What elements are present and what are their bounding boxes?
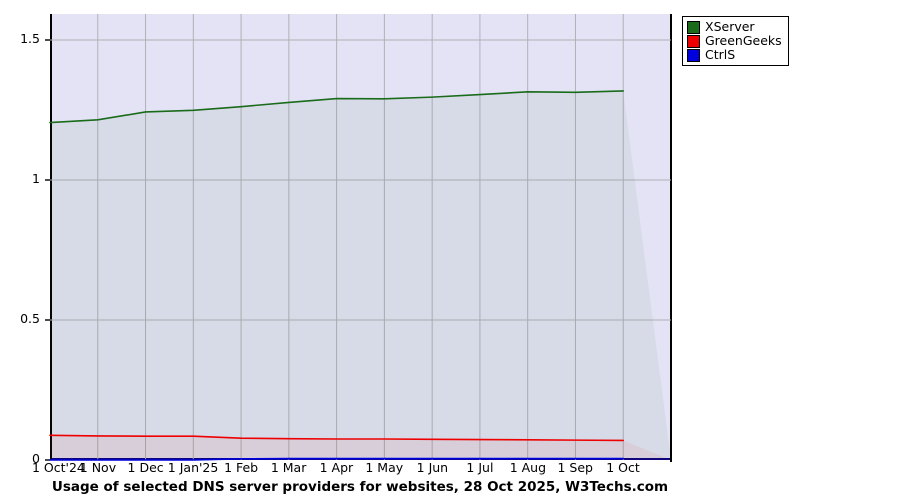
y-axis-tick-label: 1.5 (20, 31, 40, 46)
x-axis-tick-label: 1 Sep (557, 460, 593, 475)
plot-area (50, 14, 671, 460)
legend-item-ctrls: CtrlS (687, 48, 782, 62)
legend-swatch-xserver (687, 20, 700, 34)
legend-item-greengeeks: GreenGeeks (687, 34, 782, 48)
series-line (49, 90, 625, 124)
series-areas (50, 90, 671, 461)
gridlines (50, 14, 671, 460)
chart-legend: XServer GreenGeeks CtrlS (682, 16, 789, 66)
series-area (50, 435, 671, 460)
legend-label-xserver: XServer (705, 18, 755, 34)
series-lines (49, 90, 625, 461)
y-axis-tick-label: 1 (32, 171, 40, 186)
x-axis-tick-label: 1 Jan'25 (167, 460, 219, 475)
legend-swatch-ctrls (687, 48, 700, 62)
x-axis-tick-label: 1 Aug (509, 460, 547, 475)
x-axis-tick-label: 1 Oct (606, 460, 640, 475)
legend-label-greengeeks: GreenGeeks (705, 32, 782, 48)
x-axis-tick-label: 1 Dec (127, 460, 164, 475)
series-area (50, 90, 671, 461)
legend-label-ctrls: CtrlS (705, 46, 736, 62)
legend-swatch-greengeeks (687, 34, 700, 48)
series-line (49, 434, 625, 442)
x-axis-tick-label: 1 Jul (466, 460, 494, 475)
series-line (49, 457, 625, 461)
y-axis-tick-label: 0.5 (20, 311, 40, 326)
axis-ticks (45, 39, 50, 461)
y-axis-tick-label: 0 (32, 451, 40, 466)
x-axis-tick-label: 1 May (365, 460, 404, 475)
x-axis-tick-label: 1 Apr (319, 460, 354, 475)
x-axis-tick-label: 1 Nov (79, 460, 117, 475)
chart-title: Usage of selected DNS server providers f… (51, 479, 669, 495)
legend-item-xserver: XServer (687, 20, 782, 34)
plot-right-border (670, 14, 672, 462)
x-axis-tick-label: 1 Jun (416, 460, 449, 475)
x-axis-tick-label: 1 Mar (270, 460, 307, 475)
x-axis-tick-label: 1 Oct'24 (32, 460, 85, 475)
x-axis-tick-label: 1 Feb (224, 460, 259, 475)
